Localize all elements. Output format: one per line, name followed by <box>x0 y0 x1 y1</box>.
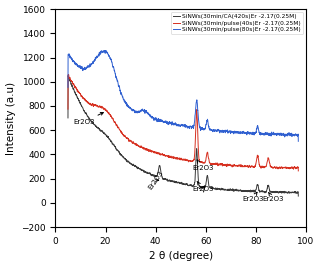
SiNWs(30min/pulse(40s)Er -2.17(0.25M) <box>290 166 294 169</box>
Legend: SiNWs(30min/CA(420s)Er -2.17(0.25M), SiNWs(30min/pulse(40s)Er -2.17(0.25M), SiNW: SiNWs(30min/CA(420s)Er -2.17(0.25M), SiN… <box>171 12 303 34</box>
Text: Er2O3: Er2O3 <box>242 192 263 202</box>
SiNWs(30min/pulse(40s)Er -2.17(0.25M) <box>290 166 293 169</box>
SiNWs(30min/CA(420s)Er -2.17(0.25M) <box>66 116 70 120</box>
SiNWs(30min/pulse(80s)Er -2.17(0.25M) <box>290 134 293 137</box>
SiNWs(30min/CA(420s)Er -2.17(0.25M) <box>66 74 70 77</box>
SiNWs(30min/CA(420s)Er -2.17(0.25M) <box>296 194 300 198</box>
Y-axis label: Intensity (a.u): Intensity (a.u) <box>5 81 16 155</box>
SiNWs(30min/CA(420s)Er -2.17(0.25M) <box>248 189 252 193</box>
SiNWs(30min/pulse(40s)Er -2.17(0.25M) <box>67 73 71 76</box>
Text: Er2O3: Er2O3 <box>147 170 164 191</box>
Text: Er2O3: Er2O3 <box>73 112 103 125</box>
SiNWs(30min/CA(420s)Er -2.17(0.25M) <box>178 182 182 185</box>
SiNWs(30min/CA(420s)Er -2.17(0.25M) <box>78 101 82 104</box>
SiNWs(30min/pulse(40s)Er -2.17(0.25M) <box>248 164 252 167</box>
SiNWs(30min/pulse(40s)Er -2.17(0.25M) <box>296 169 300 172</box>
Line: SiNWs(30min/pulse(40s)Er -2.17(0.25M): SiNWs(30min/pulse(40s)Er -2.17(0.25M) <box>68 75 298 171</box>
SiNWs(30min/pulse(80s)Er -2.17(0.25M) <box>78 64 82 68</box>
SiNWs(30min/pulse(40s)Er -2.17(0.25M) <box>178 158 182 161</box>
SiNWs(30min/pulse(40s)Er -2.17(0.25M) <box>172 156 176 159</box>
X-axis label: 2 θ (degree): 2 θ (degree) <box>148 252 213 261</box>
SiNWs(30min/pulse(80s)Er -2.17(0.25M) <box>248 131 252 134</box>
SiNWs(30min/pulse(40s)Er -2.17(0.25M) <box>66 108 70 111</box>
Text: Er2O3: Er2O3 <box>192 181 213 193</box>
SiNWs(30min/pulse(80s)Er -2.17(0.25M) <box>178 125 182 128</box>
SiNWs(30min/pulse(80s)Er -2.17(0.25M) <box>172 122 176 125</box>
SiNWs(30min/pulse(80s)Er -2.17(0.25M) <box>296 140 300 143</box>
SiNWs(30min/pulse(80s)Er -2.17(0.25M) <box>66 86 70 89</box>
SiNWs(30min/CA(420s)Er -2.17(0.25M) <box>290 191 294 194</box>
SiNWs(30min/CA(420s)Er -2.17(0.25M) <box>172 180 176 183</box>
Line: SiNWs(30min/pulse(80s)Er -2.17(0.25M): SiNWs(30min/pulse(80s)Er -2.17(0.25M) <box>68 50 298 141</box>
SiNWs(30min/CA(420s)Er -2.17(0.25M) <box>290 191 293 194</box>
Text: Er2O3: Er2O3 <box>192 160 213 171</box>
Line: SiNWs(30min/CA(420s)Er -2.17(0.25M): SiNWs(30min/CA(420s)Er -2.17(0.25M) <box>68 76 298 196</box>
Text: Er2O3: Er2O3 <box>262 193 284 202</box>
SiNWs(30min/pulse(40s)Er -2.17(0.25M) <box>78 92 82 95</box>
SiNWs(30min/pulse(80s)Er -2.17(0.25M) <box>103 49 107 52</box>
SiNWs(30min/pulse(80s)Er -2.17(0.25M) <box>290 135 294 138</box>
